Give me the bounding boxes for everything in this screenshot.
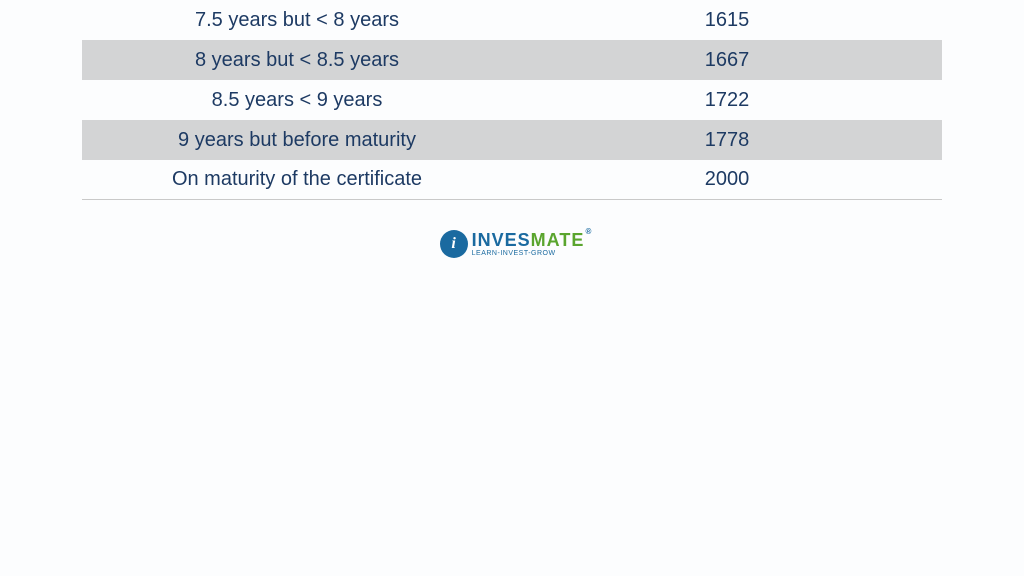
value-cell: 1667 bbox=[512, 49, 942, 72]
logo-wordmark: INVESMATE ® bbox=[472, 231, 585, 249]
logo-icon-letter: i bbox=[451, 235, 455, 253]
period-cell: 9 years but before maturity bbox=[82, 129, 512, 152]
table-row: 8 years but < 8.5 years 1667 bbox=[82, 40, 942, 80]
table-row: 8.5 years < 9 years 1722 bbox=[82, 80, 942, 120]
logo-text: INVESMATE ® LEARN-INVEST-GROW bbox=[472, 231, 585, 257]
maturity-value-table: 7.5 years but < 8 years 1615 8 years but… bbox=[82, 0, 942, 200]
period-cell: 8 years but < 8.5 years bbox=[82, 49, 512, 72]
period-cell: 8.5 years < 9 years bbox=[82, 89, 512, 112]
logo-tagline: LEARN-INVEST-GROW bbox=[472, 250, 585, 257]
value-cell: 1722 bbox=[512, 89, 942, 112]
value-cell: 2000 bbox=[512, 168, 942, 191]
table-row: On maturity of the certificate 2000 bbox=[82, 160, 942, 200]
value-cell: 1778 bbox=[512, 129, 942, 152]
logo-part-mate: MATE bbox=[531, 231, 585, 249]
table-row: 7.5 years but < 8 years 1615 bbox=[82, 0, 942, 40]
period-cell: 7.5 years but < 8 years bbox=[82, 9, 512, 32]
table-row: 9 years but before maturity 1778 bbox=[82, 120, 942, 160]
period-cell: On maturity of the certificate bbox=[82, 168, 512, 191]
table-body: 7.5 years but < 8 years 1615 8 years but… bbox=[82, 0, 942, 200]
registered-mark-icon: ® bbox=[585, 228, 592, 236]
logo-icon: i bbox=[440, 230, 468, 258]
logo-part-inves: INVES bbox=[472, 231, 531, 249]
value-cell: 1615 bbox=[512, 9, 942, 32]
invesmate-logo: i INVESMATE ® LEARN-INVEST-GROW bbox=[0, 230, 1024, 258]
